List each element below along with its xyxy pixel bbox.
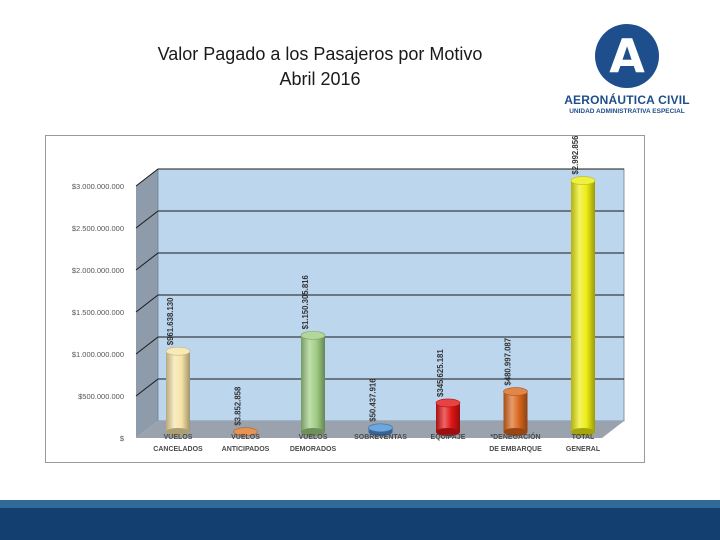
bar-0 (166, 351, 190, 432)
data-label-5: $480.997.087 (504, 338, 513, 386)
y-tick-label: $1.500.000.000 (72, 308, 124, 317)
y-tick-label: $3.000.000.000 (72, 182, 124, 191)
bar-top-4 (435, 398, 461, 408)
bar-top-1 (233, 427, 258, 436)
bar-top-5 (503, 387, 528, 396)
data-label-2: $1.150.305.816 (301, 275, 310, 330)
logo-name: AERONÁUTICA CIVIL (564, 93, 690, 107)
gridline-side (135, 378, 159, 397)
aerocivil-logo: A AERONÁUTICA CIVIL UNIDAD ADMINISTRATIV… (562, 22, 692, 122)
bar-4 (436, 402, 460, 432)
x-tick-label-2: VUELOS (299, 434, 328, 441)
footer-stripe-light (0, 500, 720, 508)
bar-top-2 (300, 331, 326, 340)
bar-6 (571, 180, 595, 432)
y-tick-label: $500.000.000 (78, 392, 124, 401)
bar-top-0 (165, 346, 191, 356)
x-tick-label-line2-6: GENERAL (566, 446, 601, 453)
logo-subtitle: UNIDAD ADMINISTRATIVA ESPECIAL (569, 108, 685, 115)
data-label-6: $2.992.856.988 (571, 136, 580, 175)
bar-base-4 (436, 428, 460, 436)
y-tick-label: $ (120, 434, 125, 443)
gridline-side (135, 252, 159, 271)
bar-base-5 (503, 428, 528, 436)
x-tick-label-5: *DENEGACIÓN (490, 432, 540, 441)
chart-title-line-2: Abril 2016 (279, 69, 361, 89)
x-tick-label-6: TOTAL (572, 434, 595, 441)
gridline-side (135, 336, 159, 355)
footer-bar (0, 508, 720, 540)
bar-base-2 (301, 428, 325, 436)
bar-top-3 (368, 423, 393, 433)
y-tick-label: $1.000.000.000 (72, 350, 124, 359)
logo-letter: A (609, 29, 645, 83)
x-tick-label-line2-0: CANCELADOS (153, 446, 203, 453)
gridline-side (135, 210, 159, 229)
chart-frame: $ $500.000.000 $1.000.000.000 $1.500.000.00… (45, 135, 645, 463)
y-tick-label: $2.000.000.000 (72, 266, 124, 275)
x-tick-label-line2-5: DE EMBARQUE (489, 446, 542, 453)
gridline-side (135, 168, 159, 187)
data-label-3: $50.437.916 (369, 378, 378, 422)
chart-title-line-1: Valor Pagado a los Pasajeros por Motivo (157, 44, 483, 64)
bar-base-6 (571, 428, 595, 436)
bar-5 (503, 391, 528, 432)
x-tick-label-3: SOBREVENTAS (354, 434, 407, 441)
data-label-4: $345.625.181 (436, 349, 445, 397)
x-tick-label-line2-2: DEMORADOS (290, 446, 337, 453)
y-tick-label: $2.500.000.000 (72, 224, 124, 233)
bar-2 (301, 335, 325, 432)
data-label-1: $3.852.858 (234, 386, 243, 426)
bar-chart: $ $500.000.000 $1.000.000.000 $1.500.000.00… (72, 136, 625, 453)
chart-title: Valor Pagado a los Pasajeros por Motivo … (90, 42, 550, 92)
x-tick-label-1: VUELOS (231, 434, 260, 441)
data-label-0: $961.638.130 (166, 297, 175, 345)
bar-top-6 (570, 176, 596, 185)
x-tick-label-line2-1: ANTICIPADOS (222, 446, 270, 453)
logo-emblem-icon (595, 24, 659, 88)
x-tick-label-0: VUELOS (164, 434, 193, 441)
x-tick-label-4: EQUIPAJE (431, 434, 466, 441)
gridline-side (135, 294, 159, 313)
bar-base-0 (166, 428, 190, 436)
